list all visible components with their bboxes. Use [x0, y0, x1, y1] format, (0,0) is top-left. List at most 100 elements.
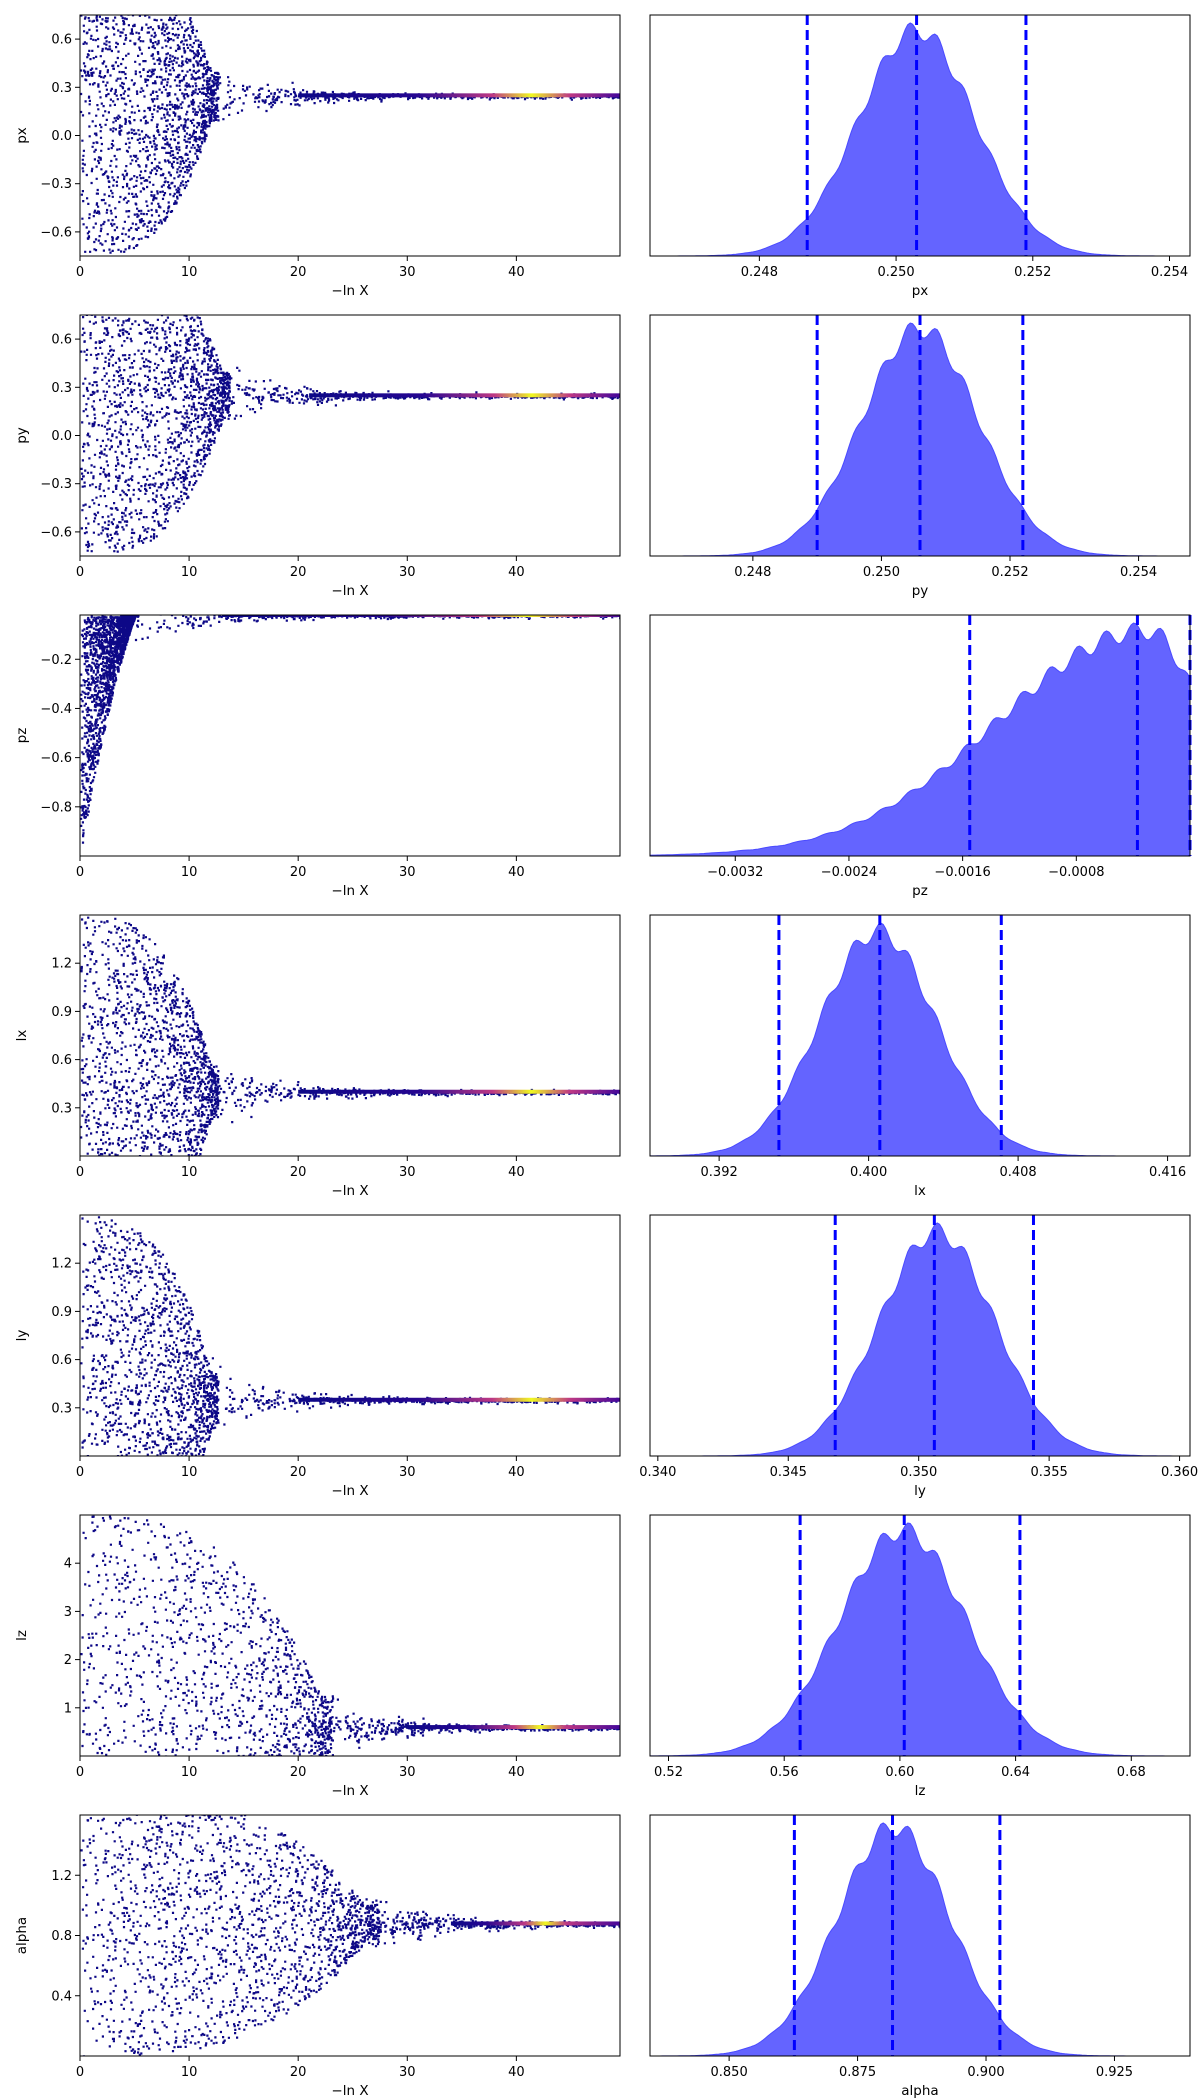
x-axis-label: ly	[914, 1483, 926, 1499]
posterior-density-pz	[649, 622, 1191, 857]
posterior-panel-px: 0.248 0.250 0.252 0.254 px	[649, 14, 1191, 299]
x-tick-label: 30	[399, 565, 416, 580]
x-tick-label: 20	[290, 865, 307, 880]
x-tick-label: 20	[290, 1765, 307, 1780]
trace-panel-ly: 0 10 20 30 40 0.3 0.6 0.9 1.2 −ln X ly	[14, 1214, 621, 1499]
x-tick-label: 20	[290, 1465, 307, 1480]
y-tick-label: 0.3	[51, 1101, 72, 1116]
y-tick-label: −0.4	[40, 702, 72, 717]
x-tick-label: 0.52	[654, 1765, 683, 1780]
x-tick-label: 30	[399, 2065, 416, 2080]
x-axis-label: py	[912, 583, 929, 599]
x-tick-label: 30	[399, 1765, 416, 1780]
y-axis-label: pz	[14, 728, 30, 744]
x-tick-label: 0.60	[885, 1765, 914, 1780]
y-tick-label: 0.0	[51, 429, 72, 444]
x-tick-label: 10	[181, 865, 198, 880]
x-tick-label: 0	[76, 1465, 84, 1480]
posterior-panel-lz: 0.52 0.56 0.60 0.64 0.68 lz	[649, 1514, 1191, 1799]
x-axis-label: pz	[912, 883, 928, 899]
x-axis-label: −ln X	[331, 583, 368, 599]
x-tick-label: 20	[290, 265, 307, 280]
y-tick-label: −0.6	[40, 751, 72, 766]
x-tick-label: 0	[76, 265, 84, 280]
x-tick-label: 20	[290, 1165, 307, 1180]
axes-frame	[649, 314, 1191, 557]
x-tick-label: 0.400	[850, 1165, 887, 1180]
y-tick-label: 0.6	[51, 1353, 72, 1368]
x-tick-label: −0.0016	[934, 865, 990, 880]
posterior-density-alpha	[650, 1822, 1190, 2057]
x-axis-label: −ln X	[331, 1783, 368, 1799]
x-tick-label: 0.248	[741, 265, 778, 280]
x-tick-label: 0.416	[1149, 1165, 1186, 1180]
axes-frame	[79, 614, 621, 857]
trace-convergence-band	[407, 1725, 620, 1730]
x-axis-label: −ln X	[331, 2083, 368, 2099]
axes-frame	[649, 14, 1191, 257]
x-axis-label: px	[912, 283, 929, 299]
x-tick-label: 0.250	[863, 565, 900, 580]
x-tick-label: 0.408	[999, 1165, 1036, 1180]
x-tick-label: 0.68	[1117, 1765, 1146, 1780]
trace-panel-pz: 0 10 20 30 40 −0.8 −0.6 −0.4 −0.2 −ln X pz	[14, 614, 621, 899]
x-tick-label: 0.250	[877, 265, 914, 280]
x-tick-label: 40	[508, 2065, 525, 2080]
axes-frame	[649, 614, 1191, 857]
x-tick-label: 30	[399, 1165, 416, 1180]
x-tick-label: 20	[290, 2065, 307, 2080]
axes-frame	[79, 314, 621, 557]
x-tick-label: 0	[76, 2065, 84, 2080]
y-tick-label: 0.3	[51, 381, 72, 396]
axes-frame	[79, 1514, 621, 1757]
x-tick-label: 0.360	[1161, 1465, 1198, 1480]
x-tick-label: 0	[76, 1765, 84, 1780]
x-tick-label: 0.900	[967, 2065, 1004, 2080]
trace-panel-lx: 0 10 20 30 40 0.3 0.6 0.9 1.2 −ln X lx	[14, 914, 621, 1199]
trace-panel-py: 0 10 20 30 40 −0.6 −0.3 0.0 0.3 0.6 −ln X py	[14, 314, 621, 599]
trace-convergence-band	[298, 1397, 620, 1402]
y-tick-label: 3	[64, 1605, 72, 1620]
y-axis-label: ly	[14, 1330, 30, 1342]
trace-convergence-band	[450, 1921, 620, 1926]
x-tick-label: −0.0008	[1048, 865, 1104, 880]
axes-frame	[79, 1214, 621, 1457]
x-tick-label: 0	[76, 1165, 84, 1180]
trace-convergence-band	[309, 393, 620, 398]
axes-frame	[79, 914, 621, 1157]
x-tick-label: 0.875	[839, 2065, 876, 2080]
y-tick-label: 1.2	[51, 957, 72, 972]
x-tick-label: 0.925	[1096, 2065, 1133, 2080]
x-tick-label: 10	[181, 2065, 198, 2080]
x-tick-label: 40	[508, 1465, 525, 1480]
y-tick-label: 0.4	[51, 1989, 72, 2004]
x-tick-label: 20	[290, 565, 307, 580]
trace-points-lz	[80, 1515, 620, 1756]
trace-convergence-band	[298, 93, 620, 98]
x-tick-label: 30	[399, 1465, 416, 1480]
x-tick-label: 0.350	[900, 1465, 937, 1480]
y-axis-label: py	[14, 427, 30, 444]
x-tick-label: 0.340	[639, 1465, 676, 1480]
x-tick-label: 0.64	[1001, 1765, 1030, 1780]
posterior-density-lx	[649, 922, 1190, 1157]
x-tick-label: 0.56	[770, 1765, 799, 1780]
x-tick-label: 0.254	[1120, 565, 1157, 580]
trace-points-py	[80, 315, 620, 556]
x-tick-label: 10	[181, 265, 198, 280]
x-tick-label: 10	[181, 1765, 198, 1780]
y-axis-label: alpha	[14, 1917, 30, 1954]
y-tick-label: −0.6	[40, 525, 72, 540]
trace-points-alpha	[80, 1815, 620, 2056]
posterior-panel-py: 0.248 0.250 0.252 0.254 py	[649, 314, 1191, 599]
trace-points-pz	[80, 615, 620, 844]
axes-frame	[649, 914, 1191, 1157]
x-tick-label: 0.254	[1151, 265, 1188, 280]
axes-frame	[649, 1514, 1191, 1757]
x-axis-label: −ln X	[331, 883, 368, 899]
posterior-density-ly	[650, 1222, 1190, 1457]
x-tick-label: −0.0032	[707, 865, 763, 880]
x-tick-label: 30	[399, 265, 416, 280]
y-tick-label: 0.6	[51, 333, 72, 348]
